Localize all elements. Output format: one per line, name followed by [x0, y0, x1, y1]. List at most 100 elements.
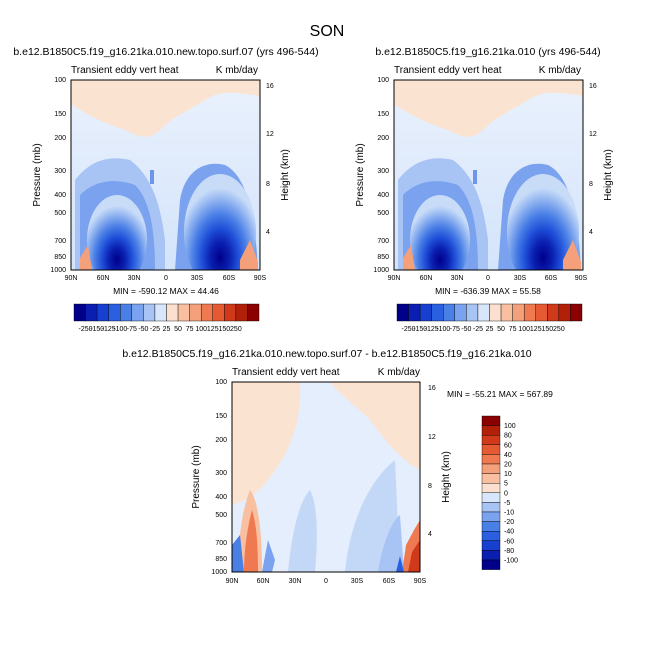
- colorbar-label: 50: [174, 326, 182, 333]
- colorbar-swatch: [481, 502, 501, 513]
- y-right-tick-label: 12: [266, 131, 274, 138]
- colorbar-label: 40: [504, 452, 512, 459]
- colorbar-swatch: [481, 415, 501, 426]
- colorbar-swatch: [481, 444, 501, 455]
- y-tick-label: 850: [377, 254, 389, 261]
- colorbar-swatch: [481, 454, 501, 465]
- colorbar-label: -125: [425, 326, 439, 333]
- x-tick-label: 30S: [351, 578, 364, 585]
- y-axis-label: Pressure (mb): [191, 445, 202, 508]
- y-right-tick-label: 16: [266, 83, 274, 90]
- colorbar-swatch: [500, 303, 513, 322]
- colorbar-swatch: [396, 303, 409, 322]
- y-axis-label: Pressure (mb): [355, 143, 366, 206]
- x-tick-label: 60S: [545, 275, 558, 282]
- colorbar-label: -50: [138, 326, 148, 333]
- y-tick-label: 100: [215, 379, 227, 386]
- x-tick-label: 30N: [451, 275, 464, 282]
- colorbar-label: -10: [504, 510, 514, 517]
- y-axis-label: Pressure (mb): [32, 143, 43, 206]
- x-tick-label: 60N: [97, 275, 110, 282]
- colorbar-label: 100: [195, 326, 207, 333]
- y-tick-label: 150: [54, 111, 66, 118]
- panel-bottom-difference: b.e12.B1850C5.f19_g16.21ka.010.new.topo.…: [122, 348, 553, 585]
- y-tick-label: 1000: [373, 267, 389, 274]
- colorbar-swatch: [547, 303, 560, 322]
- colorbar-swatch: [481, 425, 501, 436]
- colorbar-swatch: [96, 303, 109, 322]
- colorbar-label: -250: [402, 326, 416, 333]
- colorbar-label: -20: [504, 519, 514, 526]
- colorbar-label: -50: [461, 326, 471, 333]
- panel-top-right: b.e12.B1850C5.f19_g16.21ka.010 (yrs 496-…: [355, 46, 614, 333]
- colorbar-label: 5: [504, 481, 508, 488]
- y-tick-label: 200: [377, 135, 389, 142]
- y-right-tick-label: 12: [428, 434, 436, 441]
- colorbar-swatch: [247, 303, 260, 322]
- colorbar-swatch: [212, 303, 225, 322]
- colorbar-label: 75: [509, 326, 517, 333]
- y-right-tick-label: 8: [428, 483, 432, 490]
- y-tick-label: 850: [215, 556, 227, 563]
- y-right-tick-label: 12: [589, 131, 597, 138]
- colorbar-swatch: [443, 303, 456, 322]
- x-tick-label: 30S: [191, 275, 204, 282]
- stats-text: MIN = -590.12 MAX = 44.46: [113, 286, 219, 296]
- y-right-tick-label: 4: [266, 229, 270, 236]
- colorbar-swatch: [131, 303, 144, 322]
- colorbar-swatch: [558, 303, 571, 322]
- x-tick-label: 0: [486, 275, 490, 282]
- y-tick-label: 400: [54, 192, 66, 199]
- colorbar-label: -150: [90, 326, 104, 333]
- colorbar-swatch: [108, 303, 121, 322]
- x-tick-label: 30S: [514, 275, 527, 282]
- colorbar-swatch: [481, 473, 501, 484]
- colorbar-swatch: [154, 303, 167, 322]
- y-tick-label: 300: [377, 168, 389, 175]
- colorbar-label: 150: [541, 326, 553, 333]
- y-tick-label: 200: [54, 135, 66, 142]
- x-tick-label: 90S: [575, 275, 588, 282]
- y-right-axis-label: Height (km): [603, 149, 614, 201]
- colorbar-label: 20: [504, 462, 512, 469]
- x-tick-label: 90S: [414, 578, 427, 585]
- y-tick-label: 300: [215, 470, 227, 477]
- colorbar-swatch: [120, 303, 133, 322]
- colorbar-label: -75: [127, 326, 137, 333]
- colorbar-label: 125: [530, 326, 542, 333]
- x-tick-label: 60N: [420, 275, 433, 282]
- y-tick-label: 700: [54, 238, 66, 245]
- x-tick-label: 0: [324, 578, 328, 585]
- y-tick-label: 100: [377, 77, 389, 84]
- colorbar-label: -25: [150, 326, 160, 333]
- colorbar-swatch: [481, 511, 501, 522]
- y-tick-label: 400: [377, 192, 389, 199]
- panel-subtitle-right: K mb/day: [216, 65, 258, 76]
- panel-title: b.e12.B1850C5.f19_g16.21ka.010.new.topo.…: [13, 46, 318, 58]
- y-right-tick-label: 4: [428, 531, 432, 538]
- colorbar-label: -100: [436, 326, 450, 333]
- x-tick-label: 60S: [223, 275, 236, 282]
- colorbar-swatch: [481, 559, 501, 570]
- y-right-tick-label: 4: [589, 229, 593, 236]
- colorbar-swatch: [143, 303, 156, 322]
- colorbar-swatch: [224, 303, 237, 322]
- colorbar-swatch: [177, 303, 190, 322]
- colorbar-swatch: [466, 303, 479, 322]
- colorbar-label: -100: [504, 558, 518, 565]
- colorbar-swatch: [200, 303, 213, 322]
- colorbar-swatch: [189, 303, 202, 322]
- x-tick-label: 0: [164, 275, 168, 282]
- colorbar-swatch: [535, 303, 548, 322]
- colorbar-label: -5: [504, 500, 510, 507]
- colorbar-label: -150: [413, 326, 427, 333]
- colorbar-label: 250: [230, 326, 242, 333]
- panel-top-left: b.e12.B1850C5.f19_g16.21ka.010.new.topo.…: [13, 46, 318, 333]
- colorbar-label: -80: [504, 548, 514, 555]
- colorbar-swatch: [166, 303, 179, 322]
- heatmap-field: [394, 80, 583, 270]
- panel-subtitle-left: Transient eddy vert heat: [394, 65, 502, 76]
- colorbar: -250-150-125-100 -75 -50 -25 25 50 75 100 125 150…: [73, 303, 260, 333]
- colorbar-swatch: [489, 303, 502, 322]
- x-tick-label: 90N: [65, 275, 78, 282]
